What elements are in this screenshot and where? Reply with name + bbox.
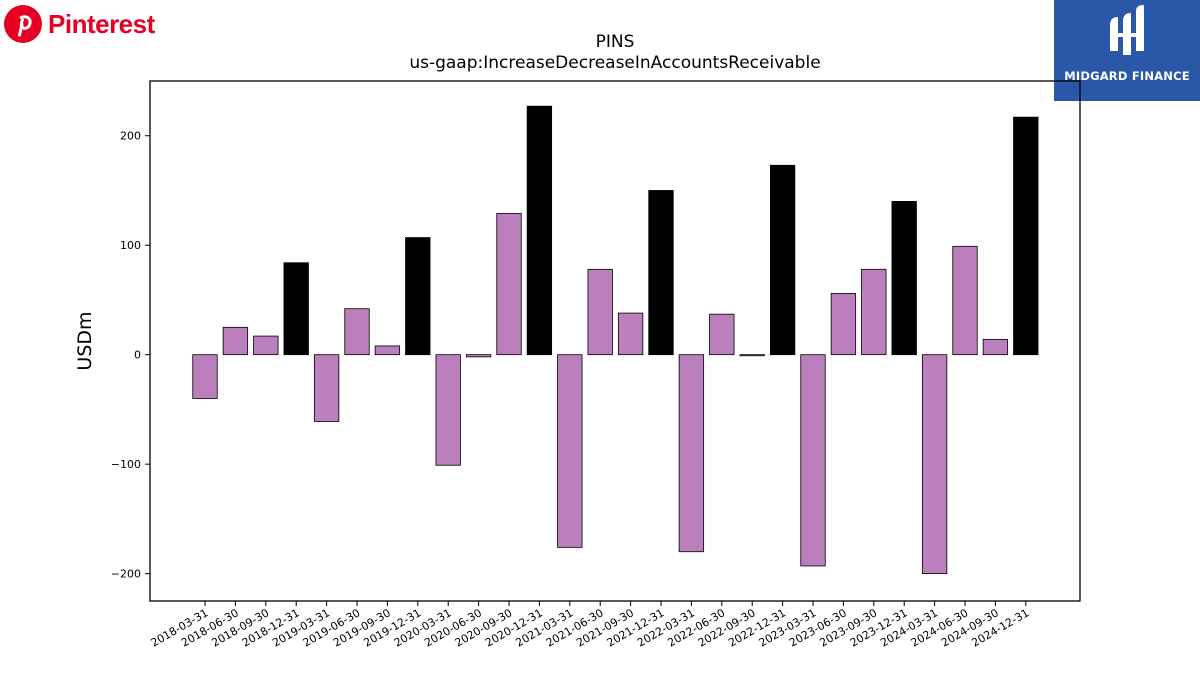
bar-2019-06-30	[344, 308, 370, 356]
bar-2020-12-31	[526, 105, 553, 356]
bar-2023-09-30	[861, 268, 887, 356]
bar-2019-03-31	[313, 354, 340, 422]
bar-2024-12-31	[1013, 116, 1039, 356]
y-axis: −200 −100 0 100 200	[111, 130, 150, 581]
bar-2021-12-31	[648, 190, 674, 356]
pinterest-wordmark: Pinterest	[48, 8, 155, 39]
midgard-finance-logo: MIDGARD FINANCE	[1054, 0, 1200, 101]
bar-2020-06-30	[465, 354, 492, 358]
bar-2022-03-31	[678, 354, 705, 553]
bar-2023-03-31	[800, 354, 826, 567]
bar-2023-12-31	[891, 201, 917, 356]
bar-2024-09-30	[982, 338, 1009, 356]
bar-2022-06-30	[709, 313, 735, 356]
bar-2018-03-31	[192, 354, 218, 399]
bar-2024-03-31	[921, 354, 948, 575]
bar-2021-06-30	[587, 268, 613, 356]
bar-2023-06-30	[830, 292, 857, 356]
bar-2022-09-30	[739, 354, 765, 357]
chart-title: PINS	[595, 32, 635, 52]
bar-2018-09-30	[253, 335, 279, 356]
pinterest-p-icon	[4, 5, 42, 43]
bar-2024-06-30	[952, 245, 978, 356]
midgard-emblem-icon	[1110, 5, 1144, 55]
y-tick-label: 0	[134, 349, 141, 362]
y-tick-label: 200	[120, 130, 141, 143]
y-axis-label: USDm	[74, 311, 96, 370]
bar-2019-12-31	[405, 237, 431, 356]
bar-2018-12-31	[283, 262, 309, 356]
pinterest-logo: Pinterest	[4, 4, 155, 44]
midgard-finance-text: MIDGARD FINANCE	[1064, 69, 1190, 83]
bar-2022-12-31	[769, 164, 796, 356]
bar-2020-03-31	[435, 354, 461, 466]
bar-group	[192, 105, 1039, 575]
y-tick-label: −100	[111, 458, 141, 471]
bar-2021-03-31	[557, 354, 583, 548]
y-tick-label: 100	[120, 239, 141, 252]
bar-2018-06-30	[222, 326, 249, 356]
chart-subtitle: us-gaap:IncreaseDecreaseInAccountsReceiv…	[409, 53, 821, 73]
bar-2021-09-30	[617, 312, 644, 356]
y-tick-label: −200	[111, 568, 141, 581]
bar-2019-09-30	[374, 345, 401, 356]
x-axis: 2018-03-312018-06-302018-09-302018-12-31…	[149, 601, 1031, 650]
bar-2020-09-30	[496, 213, 522, 356]
plot-frame	[149, 80, 1081, 602]
